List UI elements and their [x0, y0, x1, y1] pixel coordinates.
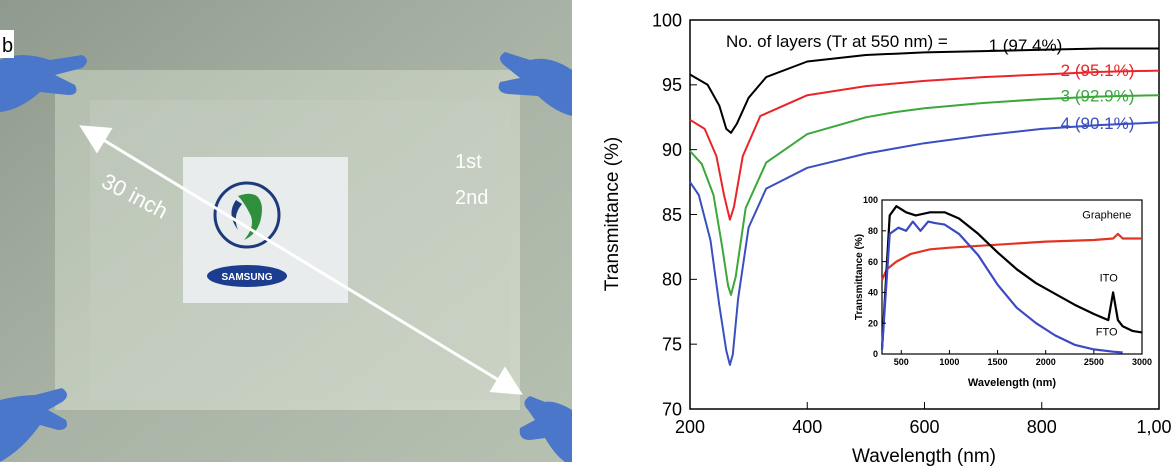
- inset-plot-frame: [881, 199, 1143, 355]
- inset-series-1-label: Graphene: [1082, 209, 1131, 221]
- main-y-axis-label: Transmittance (%): [602, 137, 623, 292]
- main-series-1-line: [689, 47, 1159, 134]
- main-y-tick-label: 95: [662, 75, 682, 95]
- inset-x-tick-label: 3000: [1132, 357, 1152, 367]
- glove-bottom-left-icon: [0, 388, 67, 462]
- diagonal-arrow: [79, 125, 523, 395]
- inset-plot-area: 500 1000 1500 2000 2500 3000 0 20 40 60 80 100 Grap…: [844, 190, 1152, 389]
- inset-series-2-line: [880, 205, 1143, 350]
- inset-y-tick-label: 60: [868, 257, 878, 267]
- main-x-axis-label: Wavelength (nm): [852, 446, 996, 467]
- inset-y-tick-label: 100: [863, 195, 878, 205]
- inset-series-3-label: FTO: [1096, 327, 1118, 339]
- main-x-tick-label: 800: [1027, 417, 1057, 437]
- inset-y-tick-label: 0: [873, 349, 878, 359]
- main-y-tick-label: 80: [662, 270, 682, 290]
- glove-bottom-right-icon: [519, 396, 572, 462]
- inset-y-tick-label: 40: [868, 288, 878, 298]
- inset-y-tick-label: 80: [868, 226, 878, 236]
- layer-label-1st: 1st: [455, 151, 482, 173]
- inset-series-1-line: [880, 232, 1142, 281]
- layer-label-2nd: 2nd: [455, 187, 488, 209]
- inset-x-tick-label: 1500: [988, 357, 1008, 367]
- main-y-tick-label: 75: [662, 334, 682, 354]
- inset-y-tick-label: 20: [868, 318, 878, 328]
- main-series-1-label: 1 (97.4%): [989, 36, 1063, 55]
- inset-x-axis-label: Wavelength (nm): [968, 377, 1057, 389]
- main-y-tick-label: 70: [662, 399, 682, 419]
- panel-letter: b: [2, 35, 13, 57]
- main-y-tick-label: 100: [652, 10, 682, 30]
- main-x-tick-label: 1,000: [1136, 417, 1172, 437]
- inset-series-3-line: [880, 220, 1123, 354]
- inset-series-2-label: ITO: [1100, 273, 1119, 285]
- main-x-tick-label: 600: [909, 417, 939, 437]
- inset-x-tick-label: 500: [894, 357, 909, 367]
- main-x-tick-label: 400: [792, 417, 822, 437]
- samsung-logo-text: SAMSUNG: [221, 272, 272, 283]
- main-series-2-label: 2 (95.1%): [1061, 61, 1135, 80]
- glove-top-right-icon: [498, 52, 572, 116]
- main-legend-header: No. of layers (Tr at 550 nm) =: [726, 32, 948, 51]
- main-series-2-line: [689, 69, 1160, 221]
- inset-y-axis-label: Transmittance (%): [854, 234, 865, 320]
- inset-x-tick-label: 2500: [1084, 357, 1104, 367]
- main-series-3-line: [689, 94, 1160, 296]
- main-series-4-line: [689, 121, 1160, 366]
- main-x-tick-label: 200: [675, 417, 705, 437]
- main-y-tick-label: 90: [662, 140, 682, 160]
- main-series-3-label: 3 (92.9%): [1061, 87, 1135, 106]
- inset-x-tick-label: 1000: [939, 357, 959, 367]
- inset-x-tick-label: 2000: [1036, 357, 1056, 367]
- main-series-4-label: 4 (90.1%): [1061, 114, 1135, 133]
- glove-top-left-icon: [0, 55, 87, 112]
- main-y-tick-label: 85: [662, 205, 682, 225]
- graphene-sheet-photo: SAMSUNG 30 inch 1st 2nd b: [0, 0, 572, 462]
